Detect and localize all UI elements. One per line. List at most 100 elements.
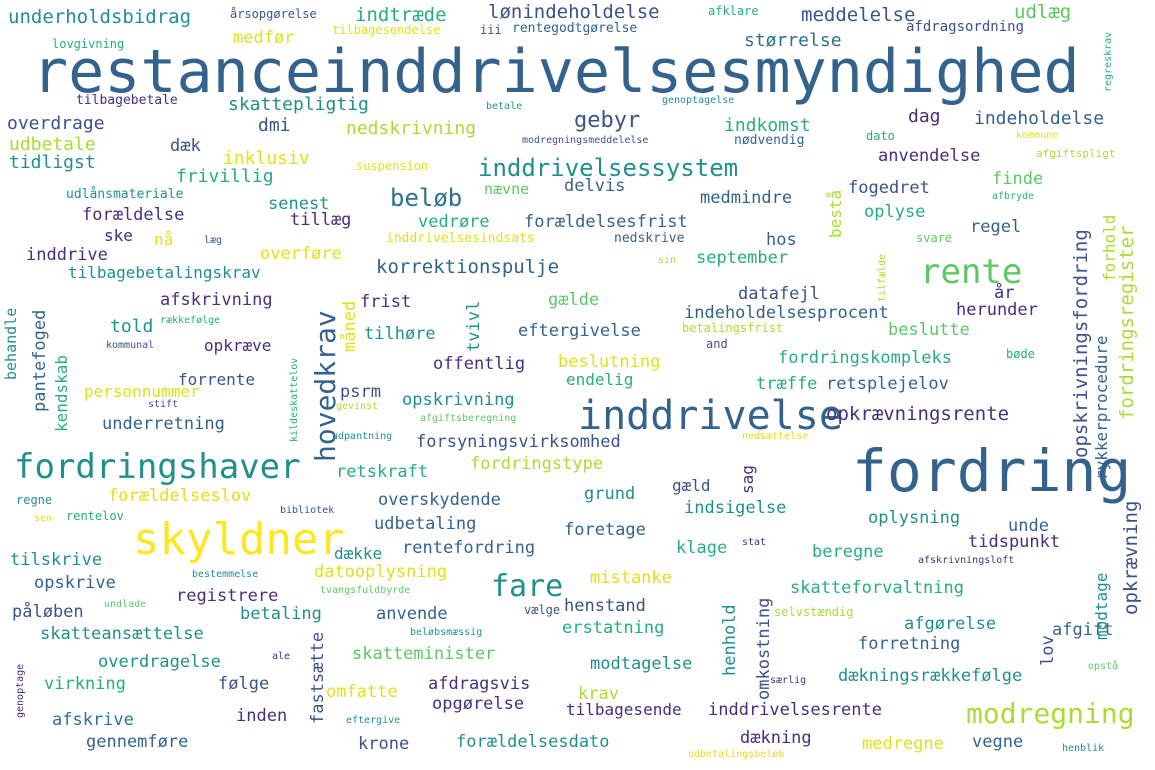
word: fordringskompleks xyxy=(778,348,952,368)
word: dækningsrækkefølge xyxy=(838,666,1023,686)
word: kendskab xyxy=(52,354,71,432)
word: forhold xyxy=(1100,214,1119,282)
word: afklare xyxy=(708,4,759,18)
word: oplyse xyxy=(864,202,926,222)
word: indeholdelse xyxy=(974,108,1105,129)
word: vedrøre xyxy=(418,212,490,232)
word: september xyxy=(696,248,789,268)
word: pantefoged xyxy=(30,309,50,412)
word: opskrivningsfordring xyxy=(1070,229,1092,458)
word: lovgivning xyxy=(52,37,125,51)
word: behandle xyxy=(2,307,20,380)
word: mistanke xyxy=(590,568,672,588)
word: eftergivelse xyxy=(518,321,641,341)
word: forældelseslov xyxy=(108,486,252,506)
word: indsigelse xyxy=(684,498,787,518)
word: beregne xyxy=(812,542,884,562)
word: forsyningsvirksomhed xyxy=(416,432,621,452)
word: kommune xyxy=(1016,130,1059,141)
word: betaling xyxy=(240,604,322,624)
word: opkrævningsrente xyxy=(826,403,1010,425)
word: afskrive xyxy=(52,710,134,730)
word: opkræve xyxy=(204,336,272,355)
word: retskraft xyxy=(336,462,429,482)
word: personnummer xyxy=(84,382,200,401)
word: henblik xyxy=(1062,743,1105,754)
word: korrektionspulje xyxy=(376,256,560,278)
word: forældelse xyxy=(82,205,185,225)
word: træffe xyxy=(756,374,818,394)
word: forrente xyxy=(178,370,256,389)
word: modtagelse xyxy=(590,654,693,674)
word: genoptagelse xyxy=(662,95,735,106)
word: vegne xyxy=(972,732,1024,752)
word: skatteminister xyxy=(352,644,496,664)
word: told xyxy=(110,316,154,337)
word: oplysning xyxy=(868,508,961,528)
word: psrm xyxy=(340,382,381,402)
word: tvivl xyxy=(464,300,484,352)
word: sen xyxy=(34,513,53,524)
word: foretage xyxy=(564,520,646,540)
word: fogedret xyxy=(848,178,930,198)
word: datooplysning xyxy=(314,562,448,582)
word: tidspunkt xyxy=(968,532,1061,552)
word: datafejl xyxy=(738,284,820,304)
word: registrere xyxy=(176,586,279,606)
word: betalingsfrist xyxy=(682,321,784,335)
word: sag xyxy=(738,465,757,494)
word: herunder xyxy=(956,300,1038,320)
word: indkomst xyxy=(724,115,811,136)
word: nedskrivning xyxy=(346,118,477,139)
word: undlade xyxy=(104,599,147,610)
word: klage xyxy=(676,538,728,558)
word: opskrive xyxy=(34,573,116,593)
word: overdragelse xyxy=(98,652,221,672)
word: dag xyxy=(908,106,941,127)
word: delvis xyxy=(564,176,626,196)
word: ske xyxy=(104,226,133,245)
word: retsplejelov xyxy=(826,374,949,394)
word: bøde xyxy=(1006,347,1035,361)
word: måned xyxy=(340,300,360,352)
word: endelig xyxy=(566,370,634,389)
word: påløben xyxy=(12,602,84,622)
word: særlig xyxy=(770,675,807,686)
word: forretning xyxy=(858,634,961,654)
word: henstand xyxy=(564,596,646,616)
word: gælde xyxy=(548,290,600,310)
word: inddrivelse xyxy=(578,393,843,439)
word: indtræde xyxy=(355,4,447,26)
word: regreskrav xyxy=(1103,31,1114,92)
word: unde xyxy=(1008,516,1049,536)
word: tilfælde xyxy=(877,253,888,302)
word: tvangsfuldbyrde xyxy=(320,585,411,596)
word: opskrivning xyxy=(402,390,515,410)
word: lønindeholdelse xyxy=(488,1,660,23)
word: tilhøre xyxy=(364,324,436,344)
word: beløbsmæssig xyxy=(410,627,483,638)
word: inddrivelsessystem xyxy=(478,154,739,182)
word: afgift xyxy=(1052,620,1114,640)
word: senest xyxy=(268,194,330,214)
word: inddrive xyxy=(26,245,108,265)
word: krav xyxy=(578,684,619,704)
word: udlånsmateriale xyxy=(66,187,184,202)
word: dmi xyxy=(258,115,291,136)
word: tillæg xyxy=(290,210,352,230)
word: beslutning xyxy=(558,352,661,372)
word: afskrivningsloft xyxy=(918,555,1015,566)
word: stat xyxy=(742,537,767,548)
word: opkrævning xyxy=(1120,500,1142,615)
word: skyldner xyxy=(133,514,345,565)
word: skattepligtig xyxy=(228,94,369,115)
word: gebyr xyxy=(574,108,641,133)
word: overføre xyxy=(260,244,342,264)
word: udbetalingsbeløb xyxy=(688,749,785,760)
word: kommunal xyxy=(106,340,155,351)
word: frist xyxy=(360,292,412,312)
word: ale xyxy=(272,651,291,662)
word: gevinst xyxy=(336,401,379,412)
word: bibliotek xyxy=(280,505,335,516)
word: afgiftsberegning xyxy=(420,413,517,424)
